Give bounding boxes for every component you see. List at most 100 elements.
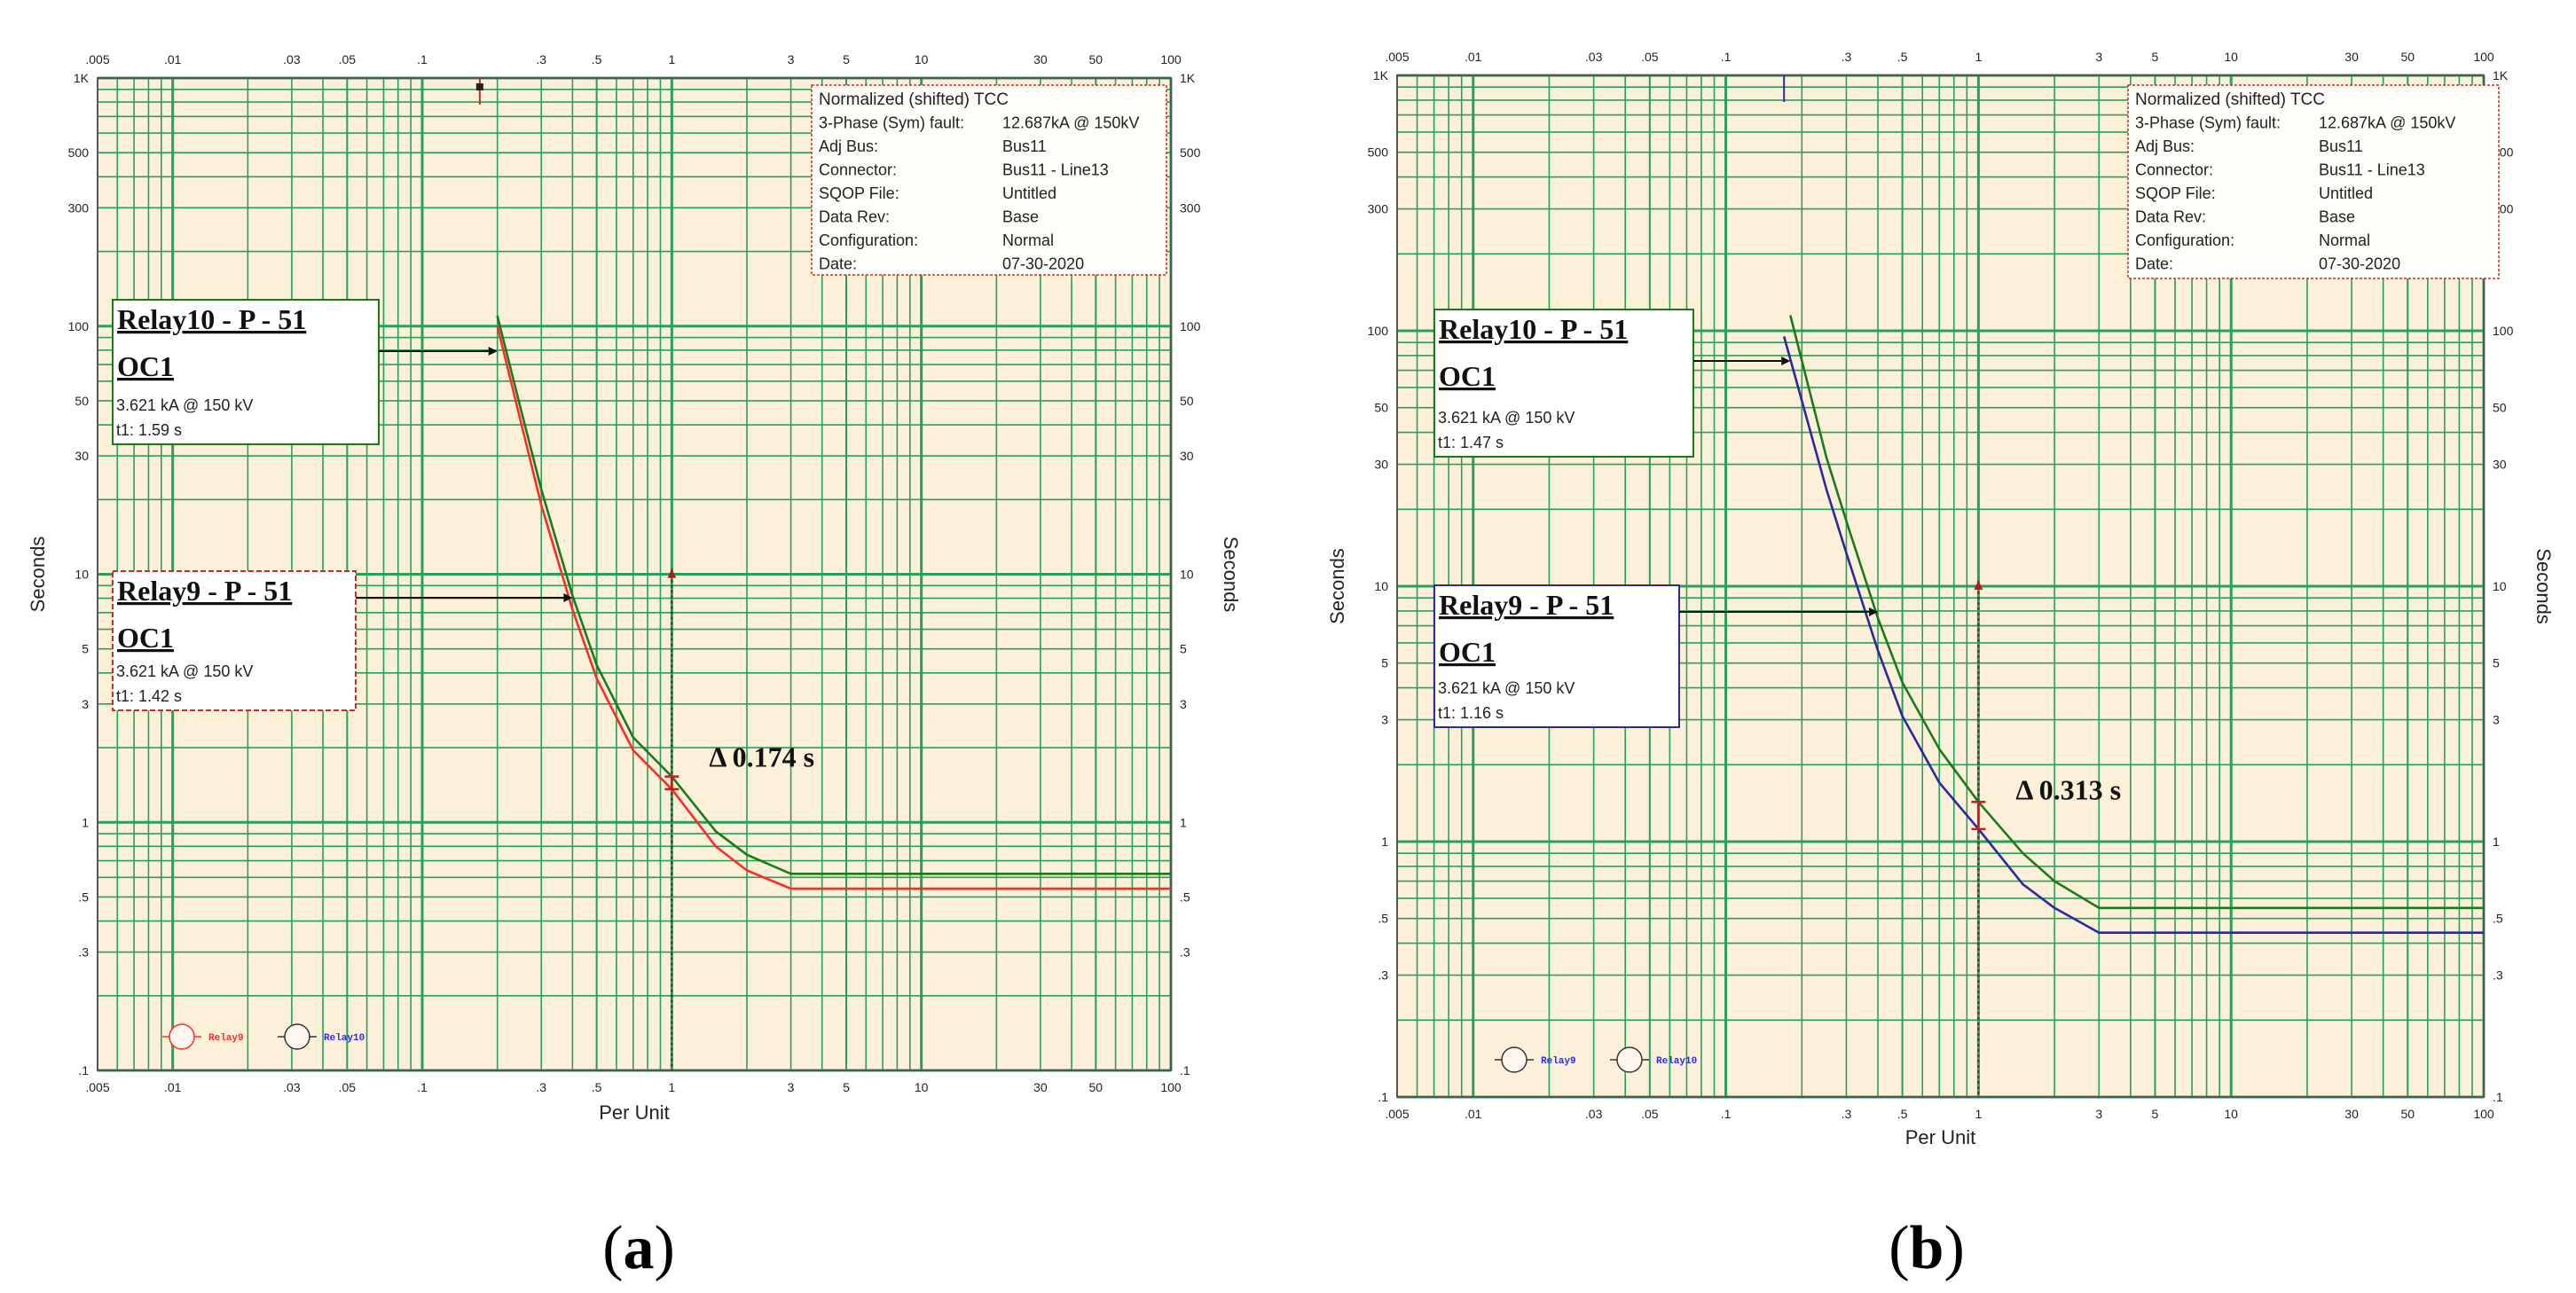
x-tick-label-top: 30 xyxy=(1033,52,1048,67)
y-tick-label: 1K xyxy=(74,71,90,85)
x-tick-label: 1 xyxy=(1975,1107,1982,1121)
series-line-relay9 xyxy=(1782,336,2484,934)
y-tick-label: 5 xyxy=(82,642,89,656)
y-tick-label: 50 xyxy=(1374,401,1388,415)
x-tick-label: .1 xyxy=(417,1080,428,1094)
info-box-value: 12.687kA @ 150kV xyxy=(1002,114,1139,132)
x-tick-label-top: .01 xyxy=(1465,50,1482,64)
x-tick-label-top: 5 xyxy=(843,52,850,67)
x-tick-label-top: 1 xyxy=(1975,50,1982,64)
annotation-arrowhead xyxy=(1781,357,1791,365)
info-box-key: Connector: xyxy=(819,161,897,179)
annotation-title: Relay9 - P - 51 xyxy=(1439,589,1614,621)
info-box-title: Normalized (shifted) TCC xyxy=(2135,90,2325,109)
info-box-key: 3-Phase (Sym) fault: xyxy=(2135,114,2281,132)
y-axis-label-right: Seconds xyxy=(2533,548,2555,624)
y-tick-label: 500 xyxy=(68,145,90,160)
x-tick-label: 3 xyxy=(2095,1107,2102,1121)
y-tick-label: 30 xyxy=(75,449,89,463)
y-tick-label: 1K xyxy=(1373,68,1389,82)
annotation-title: Relay10 - P - 51 xyxy=(117,303,306,335)
y-tick-label: 300 xyxy=(68,200,90,215)
x-tick-label: 100 xyxy=(1160,1080,1182,1094)
series-line-relay10 xyxy=(496,315,1171,875)
y-tick-label-right: .3 xyxy=(2493,968,2503,983)
y-tick-label-right: 1 xyxy=(1180,815,1187,829)
info-box-key: 3-Phase (Sym) fault: xyxy=(819,114,964,132)
annotation-subtitle: OC1 xyxy=(1439,360,1496,392)
x-tick-label: 5 xyxy=(2152,1107,2159,1121)
series-line-relay9 xyxy=(496,325,1171,890)
y-tick-label: .5 xyxy=(78,889,89,904)
legend-label: Relay10 xyxy=(324,1033,365,1044)
x-tick-label: .5 xyxy=(592,1080,602,1094)
x-tick-label: .03 xyxy=(283,1080,301,1094)
y-tick-label-right: 100 xyxy=(2493,324,2514,338)
x-tick-label-top: 30 xyxy=(2344,50,2359,64)
legend-symbol xyxy=(169,1023,195,1050)
info-box-value: 07-30-2020 xyxy=(1002,255,1084,273)
annotation-box xyxy=(112,299,380,445)
y-tick-label-right: 30 xyxy=(1180,449,1194,463)
x-tick-label-top: .3 xyxy=(1842,50,1852,64)
x-tick-label-top: 10 xyxy=(915,52,929,67)
x-tick-label: .05 xyxy=(339,1080,357,1094)
x-tick-label-top: 3 xyxy=(788,52,795,67)
x-tick-label: 3 xyxy=(788,1080,795,1094)
x-tick-label-top: .5 xyxy=(592,52,602,67)
caption-a: (a) xyxy=(602,1214,675,1282)
x-tick-label-top: 3 xyxy=(2095,50,2102,64)
x-tick-label: .03 xyxy=(1585,1107,1603,1121)
info-box-value: 12.687kA @ 150kV xyxy=(2319,114,2455,132)
y-tick-label: 50 xyxy=(75,394,89,408)
x-tick-label: .01 xyxy=(164,1080,182,1094)
y-axis-label-right: Seconds xyxy=(1220,537,1242,613)
legend-label: Relay9 xyxy=(208,1033,244,1044)
x-tick-label: .01 xyxy=(1465,1107,1482,1121)
info-box-key: Adj Bus: xyxy=(819,137,878,155)
annotation-line2: t1: 1.16 s xyxy=(1438,704,1504,722)
info-box-value: Normal xyxy=(2319,231,2370,249)
x-tick-label: .05 xyxy=(1641,1107,1659,1121)
x-tick-label-top: .01 xyxy=(164,52,182,67)
y-tick-label-right: 5 xyxy=(2493,656,2500,670)
x-tick-label: .3 xyxy=(1842,1107,1852,1121)
y-tick-label-right: 5 xyxy=(1180,642,1187,656)
info-box-key: Configuration: xyxy=(819,231,918,249)
info-box-key: Connector: xyxy=(2135,161,2213,179)
y-tick-label: 100 xyxy=(68,319,90,333)
y-tick-label-right: .5 xyxy=(1180,889,1190,904)
annotation-title: Relay9 - P - 51 xyxy=(117,575,292,607)
info-box-value: Bus11 xyxy=(2319,137,2363,155)
y-tick-label: 5 xyxy=(1381,656,1388,670)
x-tick-label: .005 xyxy=(85,1080,109,1094)
x-tick-label: 10 xyxy=(915,1080,929,1094)
x-tick-label: .005 xyxy=(1385,1107,1409,1121)
y-tick-label-right: 1K xyxy=(1180,71,1196,85)
y-tick-label: .3 xyxy=(1378,968,1388,983)
info-box-title: Normalized (shifted) TCC xyxy=(819,90,1009,109)
info-box xyxy=(2127,84,2500,279)
annotation-line2: t1: 1.42 s xyxy=(116,687,182,705)
x-tick-label-top: .3 xyxy=(536,52,546,67)
x-tick-label-top: 50 xyxy=(2400,50,2415,64)
x-axis-label: Per Unit xyxy=(1905,1126,1975,1148)
y-tick-label-right: 1 xyxy=(2493,835,2500,849)
annotation-line1: 3.621 kA @ 150 kV xyxy=(1438,679,1575,697)
x-tick-label-top: 100 xyxy=(1160,52,1182,67)
chart-panel-b: .005 .005 .01 .01 .03 .03 .05 .05 .1 .1 .3 .3 .5 .5 1 1… xyxy=(1288,0,2576,1293)
info-box-value: Bus11 - Line13 xyxy=(1002,161,1109,179)
annotation-line1: 3.621 kA @ 150 kV xyxy=(116,396,253,414)
annotation-subtitle: OC1 xyxy=(117,622,174,654)
info-box-value: Base xyxy=(1002,208,1039,226)
x-tick-label: .5 xyxy=(1897,1107,1908,1121)
y-tick-label-right: 50 xyxy=(2493,401,2507,415)
plot-frame xyxy=(1396,74,2485,1098)
y-tick-label: .1 xyxy=(1378,1090,1388,1104)
fault-marker-arrow xyxy=(667,568,677,578)
annotation-line1: 3.621 kA @ 150 kV xyxy=(116,662,253,680)
x-tick-label: .1 xyxy=(1721,1107,1732,1121)
x-tick-label: 30 xyxy=(1033,1080,1048,1094)
x-tick-label-top: .005 xyxy=(1385,50,1409,64)
y-tick-label-right: .5 xyxy=(2493,912,2503,926)
